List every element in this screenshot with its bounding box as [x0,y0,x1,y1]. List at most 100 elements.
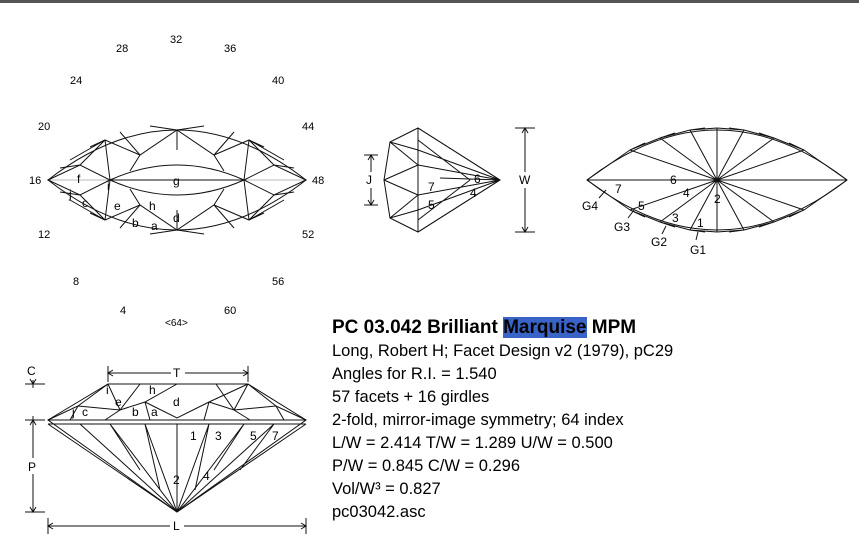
info-facet-count: 57 facets + 16 girdles [332,388,490,406]
dim-label: W [519,173,531,187]
facet-label: i [107,179,110,193]
facet-label: h [149,199,156,213]
girdle-label: G1 [690,243,706,257]
dim-label: T [173,366,181,380]
facet-label: e [114,199,121,213]
end-dim-j [364,154,378,206]
pavilion-mains-top [629,128,805,181]
facet-label: 5 [638,199,645,213]
facet-label: 1 [190,429,197,443]
facet-label: 7 [272,429,279,443]
facet-label: a [151,405,158,419]
facet-label: 6 [474,172,481,186]
facet-label: c [82,196,88,210]
pavilion-mains-bottom [629,179,805,232]
facet-label: f [77,172,81,186]
index-label: 4 [120,305,126,317]
info-filename: pc03042.asc [332,503,426,521]
facet-label: 4 [203,469,210,483]
design-info: PC 03.042 Brilliant Marquise MPM Long, R… [332,316,673,524]
crown-facet-labels: f i g j c e h d b a [68,172,180,233]
index-label: 12 [38,229,50,241]
index-label: 60 [224,305,236,317]
info-symmetry: 2-fold, mirror-image symmetry; 64 index [332,411,624,429]
crown-girdle-facets [59,125,295,235]
title-highlight: Marquise [503,317,587,338]
dim-l [47,518,307,534]
index-label: 56 [272,276,284,288]
facet-label: b [132,216,139,230]
info-ratios-1: L/W = 2.414 T/W = 1.289 U/W = 0.500 [332,434,613,452]
girdle-label: G3 [614,220,630,234]
end-view-labels: 6 7 4 5 [428,172,481,212]
side-view-labels: i h e d j c b a 1 3 5 7 2 4 [71,383,279,487]
dim-label: P [28,460,36,474]
index-label: 36 [224,43,236,55]
facet-label: 1 [697,216,704,230]
pavilion-view-labels: 7 6 4 2 5 3 1 G4 G3 G2 G1 [582,173,721,257]
dim-label: J [366,173,372,187]
info-ri: Angles for R.I. = 1.540 [332,365,497,383]
facet-label: 2 [173,473,180,487]
index-label: <64> [165,318,188,329]
index-label: 40 [272,75,284,87]
facet-label: e [115,395,122,409]
facet-label: 3 [215,429,222,443]
dim-p [25,430,45,513]
facet-label: 4 [470,186,477,200]
facet-label: 5 [250,429,257,443]
crown-view [46,125,308,235]
facet-label: j [71,405,75,419]
dim-label: C [27,364,36,378]
dim-label: L [173,519,180,533]
dim-c [25,378,45,430]
dim-t [107,366,249,382]
index-label: 28 [116,43,128,55]
facet-label: 4 [683,186,690,200]
facet-label: 3 [672,211,679,225]
facet-label: g [173,174,180,188]
index-label: 52 [302,229,314,241]
end-view [383,127,501,233]
index-label: 16 [29,175,41,187]
title-prefix: PC 03.042 Brilliant [332,317,504,338]
info-ratios-2: P/W = 0.845 C/W = 0.296 [332,457,521,475]
title-suffix: MPM [586,317,637,338]
index-label: 44 [302,121,314,133]
index-dial: 32 28 36 24 40 20 44 16 48 12 52 8 56 4 … [29,34,324,329]
girdle-label: G4 [582,199,598,213]
facet-label: 7 [428,180,435,194]
facet-label: 6 [670,173,677,187]
index-label: 48 [312,175,324,187]
side-view [47,383,307,513]
pavilion-girdle-facets [586,127,848,233]
design-title: PC 03.042 Brilliant Marquise MPM [332,316,673,340]
facet-label: 7 [615,182,622,196]
pavilion-girdle-leaders [598,189,699,241]
facet-label: 2 [714,192,721,206]
side-outline [47,383,307,513]
facet-label: c [82,405,88,419]
side-pavilion-facets [47,423,307,513]
index-label: 20 [38,121,50,133]
end-pavilion-lines [417,127,501,233]
pavilion-view [586,127,848,241]
index-label: 32 [170,34,182,46]
end-dim-w [515,127,535,233]
facet-label: i [106,383,109,397]
facet-label: j [68,187,72,201]
facet-label: d [173,395,180,409]
index-label: 24 [70,75,82,87]
end-crown-lines [383,141,419,219]
index-label: 8 [73,276,79,288]
window-top-bar [0,0,859,3]
facet-label: 5 [428,198,435,212]
facet-label: b [132,405,139,419]
girdle-label: G2 [651,235,667,249]
facet-label: a [151,219,158,233]
facet-label: d [173,211,180,225]
info-volume: Vol/W³ = 0.827 [332,480,441,498]
crown-break-lines [104,130,250,230]
side-crown-facets [47,383,307,421]
